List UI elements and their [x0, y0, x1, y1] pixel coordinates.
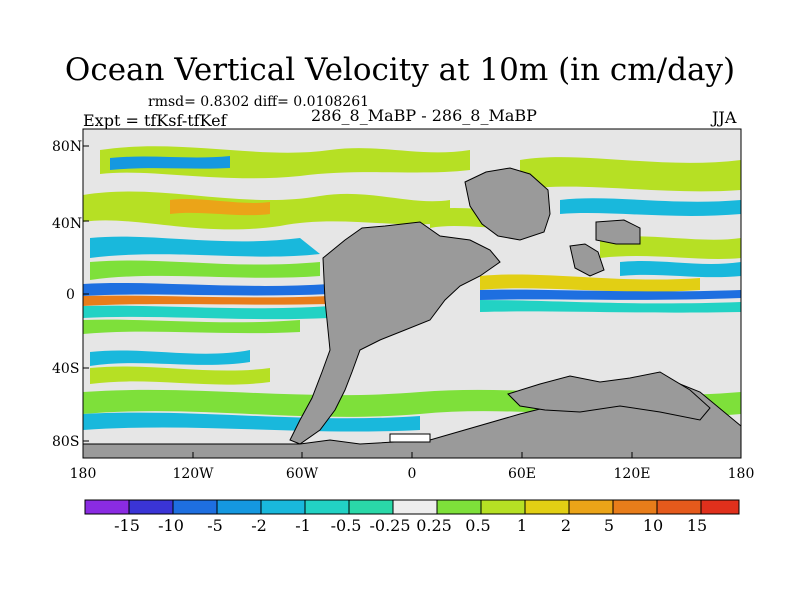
colorbar-label: -15 [114, 516, 140, 535]
colorbar [84, 499, 740, 515]
case-label: 286_8_MaBP - 286_8_MaBP [311, 106, 537, 125]
x-tick-label: 0 [407, 466, 417, 482]
southern-blue-patch [90, 350, 250, 366]
south-eq-green [83, 319, 300, 334]
x-tick-label: 120W [172, 466, 214, 482]
colorbar-swatch [392, 499, 438, 515]
arctic-blue-patch [110, 156, 230, 170]
subtropical-north-blue [90, 236, 320, 258]
eurasia-east-landmass [595, 219, 641, 245]
colorbar-label: 15 [686, 516, 708, 535]
north-east-blue [560, 198, 741, 216]
indian-equatorial-blue [480, 289, 741, 300]
colorbar-swatch [436, 499, 482, 515]
colorbar-label: -0.25 [369, 516, 411, 535]
equatorial-pacific-orange [83, 295, 330, 306]
land-masses [83, 167, 741, 458]
colorbar-swatch [348, 499, 394, 515]
colorbar-swatch [172, 499, 218, 515]
subtropical-north-green [90, 260, 320, 280]
x-tick-label: 180 [69, 466, 97, 482]
experiment-label: Expt = tfKsf-tfKef [83, 111, 227, 130]
y-tick-label: 0 [66, 287, 75, 303]
colorbar-label: 5 [603, 516, 615, 535]
indian-equatorial-cyan [480, 300, 741, 313]
x-tick-label: 180 [727, 466, 755, 482]
equatorial-pacific-cyan [83, 305, 330, 320]
y-tick-label: 40S [52, 361, 80, 377]
americas-landmass [289, 221, 501, 445]
colorbar-label: -5 [207, 516, 223, 535]
colorbar-swatch [656, 499, 702, 515]
map-title: Ocean Vertical Velocity at 10m (in cm/da… [64, 52, 736, 88]
southern-ocean-blue [83, 412, 420, 432]
colorbar-label: 1 [516, 516, 528, 535]
colorbar-label: -1 [295, 516, 311, 535]
colorbar-label: -0.5 [330, 516, 362, 535]
colorbar-label: 0.25 [416, 516, 452, 535]
southern-green-patch [90, 366, 270, 385]
ice-shelf [389, 433, 431, 443]
y-tick-label: 80N [52, 139, 83, 155]
north-east-green [520, 157, 741, 192]
x-tick-label: 60W [285, 466, 319, 482]
colorbar-swatch [216, 499, 262, 515]
north-atlantic-landmass [464, 167, 551, 241]
colorbar-swatch [612, 499, 658, 515]
colorbar-label: 0.5 [465, 516, 491, 535]
northern-midlat-orange [170, 199, 270, 216]
colorbar-label: 10 [642, 516, 664, 535]
asia-peninsula [569, 243, 605, 277]
colorbar-label: 2 [560, 516, 572, 535]
y-tick-label: 40N [52, 216, 83, 232]
colorbar-swatch [524, 499, 570, 515]
arctic-band [100, 146, 470, 179]
colorbar-swatch [568, 499, 614, 515]
colorbar-swatch [304, 499, 350, 515]
x-tick-label: 60E [507, 466, 537, 482]
rmsd-diff-stats: rmsd= 0.8302 diff= 0.0108261 [148, 94, 370, 110]
x-tick-label: 120E [613, 466, 651, 482]
colorbar-swatch [480, 499, 526, 515]
equatorial-pacific-blue-north [83, 283, 330, 296]
pacific-east-blue [620, 261, 741, 278]
colorbar-swatch [700, 499, 740, 515]
map-plot-area [83, 129, 741, 458]
indian-equatorial-orange [480, 274, 700, 292]
season-label: JJA [712, 108, 737, 127]
colorbar-swatch [260, 499, 306, 515]
colorbar-swatch [128, 499, 174, 515]
south-indian-landmass [507, 371, 711, 421]
colorbar-label: -2 [251, 516, 267, 535]
colorbar-label: -10 [158, 516, 184, 535]
axis-ticks [82, 145, 742, 458]
colorbar-swatch [84, 499, 130, 515]
y-tick-label: 80S [52, 434, 80, 450]
